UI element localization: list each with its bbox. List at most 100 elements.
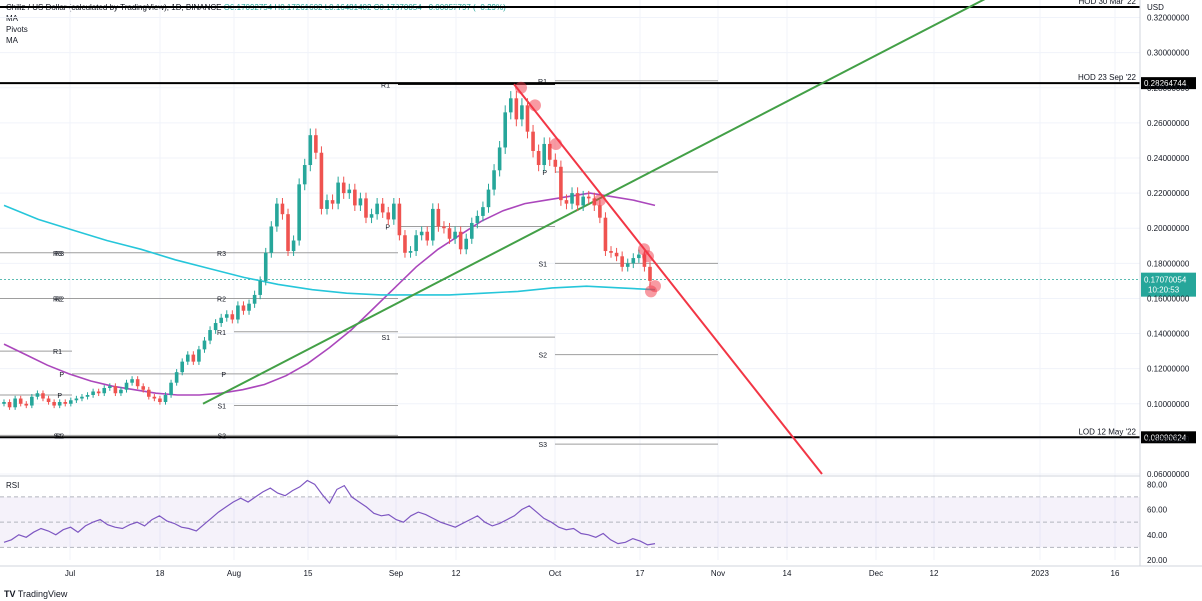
candle-body bbox=[236, 305, 240, 320]
y-tick-label: 0.12000000 bbox=[1147, 365, 1190, 374]
candle-body bbox=[130, 379, 134, 383]
candle-body bbox=[575, 193, 580, 206]
pivot-label: P bbox=[542, 170, 547, 177]
pivot-label: S2 bbox=[538, 353, 547, 360]
candle-body bbox=[291, 240, 296, 252]
candle-body bbox=[124, 382, 129, 390]
candle-body bbox=[275, 203, 279, 227]
touch-marker bbox=[529, 99, 541, 112]
rsi-tick-label: 60.00 bbox=[1147, 506, 1168, 515]
y-tick-label: 0.28000000 bbox=[1147, 84, 1190, 93]
candle-body bbox=[202, 340, 207, 350]
candle-body bbox=[614, 252, 619, 257]
candle-body bbox=[57, 402, 62, 406]
trendlines bbox=[202, 0, 986, 475]
x-tick-label: 12 bbox=[930, 569, 939, 578]
touch-marker bbox=[515, 81, 527, 94]
pivot-label: R1 bbox=[217, 330, 226, 337]
axes: Jul 18 Aug 15 Sep 12 Oct 17 Nov 14 Dec 12 2023 16 0.06… bbox=[0, 0, 1202, 578]
pivot-label: S1 bbox=[217, 404, 226, 411]
candle-body bbox=[219, 317, 223, 324]
candle-body bbox=[553, 159, 558, 167]
ma-fast-line bbox=[3, 192, 656, 396]
current-price-text: 0.17070054 bbox=[1144, 276, 1187, 285]
candle-body bbox=[80, 396, 84, 399]
candle-body bbox=[358, 198, 363, 206]
y-tick-label: 0.32000000 bbox=[1147, 14, 1190, 23]
candle-body bbox=[525, 105, 530, 132]
candle-body bbox=[458, 231, 463, 250]
touch-markers bbox=[515, 81, 661, 298]
x-tick-label: Sep bbox=[389, 569, 404, 578]
candle-body bbox=[141, 386, 146, 390]
candle-body bbox=[135, 379, 140, 387]
candle-body bbox=[18, 398, 23, 404]
x-tick-label: 17 bbox=[636, 569, 645, 578]
tradingview-logo[interactable]: TV TradingView bbox=[4, 589, 67, 599]
pivot-label: R2 bbox=[217, 296, 226, 303]
candle-body bbox=[169, 382, 173, 395]
pivot-label: R1 bbox=[53, 349, 62, 356]
pivot-label: R3 bbox=[53, 251, 62, 258]
candle-body bbox=[2, 402, 6, 404]
pivot-label: P bbox=[59, 372, 64, 379]
y-tick-label: 0.20000000 bbox=[1147, 224, 1190, 233]
candle-body bbox=[263, 252, 268, 281]
y-tick-label: 0.16000000 bbox=[1147, 294, 1190, 303]
y-tick-label: 0.14000000 bbox=[1147, 330, 1190, 339]
x-tick-label: Jul bbox=[65, 569, 75, 578]
legend-indicator-ma2[interactable]: MA bbox=[6, 36, 18, 45]
candle-body bbox=[46, 398, 51, 403]
candle-body bbox=[547, 143, 552, 160]
candle-body bbox=[464, 238, 469, 250]
touch-marker bbox=[550, 137, 562, 150]
candle-body bbox=[24, 403, 29, 406]
legend-indicator-pivots[interactable]: Pivots bbox=[6, 25, 28, 34]
candle-body bbox=[481, 207, 485, 216]
tradingview-logo-icon: TV bbox=[4, 589, 16, 599]
candle-body bbox=[230, 314, 235, 320]
key-level-tag bbox=[1141, 431, 1196, 444]
candle-body bbox=[503, 112, 508, 148]
candle-body bbox=[375, 203, 379, 215]
candle-body bbox=[436, 208, 441, 227]
candle-body bbox=[314, 135, 318, 153]
candle-body bbox=[325, 200, 329, 209]
candle-body bbox=[380, 203, 385, 213]
candle-body bbox=[431, 208, 435, 241]
pivot-label: R1 bbox=[381, 82, 390, 89]
candle-body bbox=[63, 402, 68, 404]
x-tick-label: 16 bbox=[1111, 569, 1120, 578]
candle-body bbox=[581, 196, 585, 206]
candle-body bbox=[163, 395, 168, 403]
pivot-label: R2 bbox=[55, 296, 64, 303]
pivot-label: S1 bbox=[538, 261, 547, 268]
pivot-label: P bbox=[57, 393, 62, 400]
candle-body bbox=[102, 387, 107, 394]
key-level-tag-text: 0.28264744 bbox=[1144, 79, 1187, 88]
x-tick-label: 12 bbox=[452, 569, 461, 578]
y-tick-label: 0.24000000 bbox=[1147, 154, 1190, 163]
candle-body bbox=[108, 386, 112, 388]
candle-body bbox=[408, 251, 413, 253]
ma-slow-line bbox=[3, 204, 656, 296]
pivot-label: P bbox=[385, 224, 390, 231]
key-level-tag-text: 0.08090624 bbox=[1144, 433, 1187, 442]
candle-body bbox=[453, 231, 457, 239]
candle-body bbox=[269, 226, 274, 253]
candle-body bbox=[570, 193, 574, 204]
pivot-label: R3 bbox=[55, 251, 64, 258]
candle-body bbox=[74, 398, 79, 401]
pivot-label: S3 bbox=[538, 442, 547, 449]
current-price-tag bbox=[1141, 272, 1196, 297]
rsi-tick-label: 80.00 bbox=[1147, 480, 1168, 489]
candle-body bbox=[386, 212, 391, 220]
rsi-label: RSI bbox=[6, 481, 19, 490]
candle-body bbox=[119, 389, 123, 394]
candle-body bbox=[241, 305, 246, 311]
candle-body bbox=[286, 214, 290, 252]
candle-body bbox=[531, 131, 535, 151]
legend-indicator-ma1[interactable]: MA bbox=[6, 14, 18, 23]
x-tick-label: 14 bbox=[783, 569, 792, 578]
